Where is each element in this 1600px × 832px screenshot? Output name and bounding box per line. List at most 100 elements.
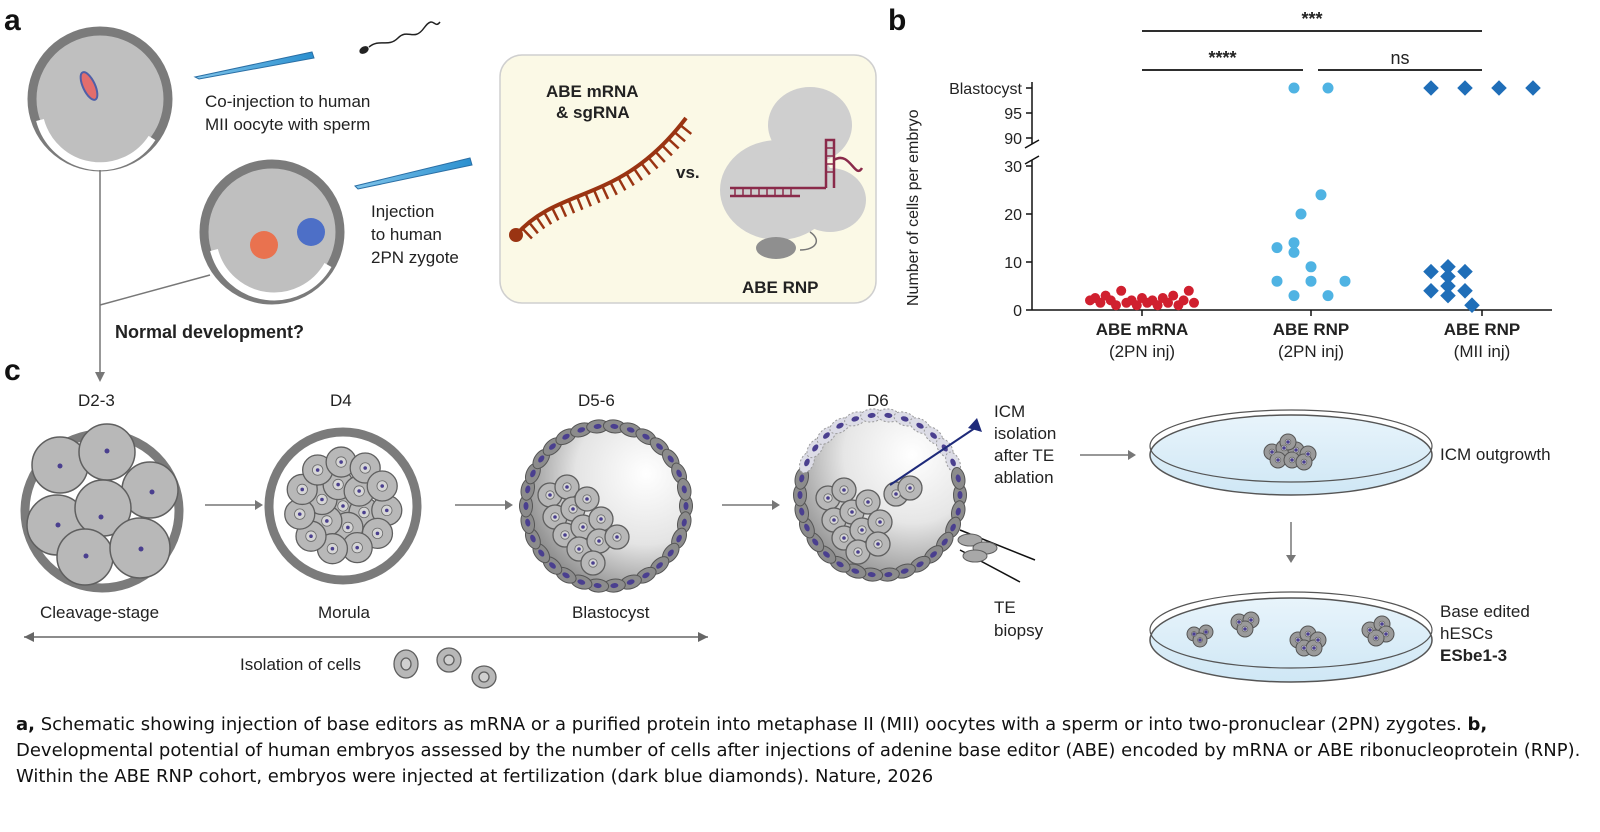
- stage-label-d6: D6: [867, 391, 889, 410]
- icm-arrow: [889, 427, 976, 486]
- figure-canvas: a Co-injection to human MII oocyte with …: [4, 4, 1552, 689]
- x-category-label: ABE mRNA: [1096, 320, 1189, 339]
- data-point: [1152, 300, 1163, 311]
- blastocyst-embryo: [519, 419, 693, 593]
- mrna-label-1: ABE mRNA: [546, 82, 639, 101]
- data-point: [1288, 290, 1300, 302]
- scatter-chart: 0 10 20 30 90 95 Blastocyst ABE mRNA (2PN inj) AB…: [949, 9, 1552, 361]
- panel-a: a Co-injection to human MII oocyte with …: [4, 4, 877, 382]
- significance-label: ***: [1301, 9, 1322, 29]
- icm-outgrowth-dish: [1149, 409, 1433, 496]
- x-category-sublabel: (MII inj): [1454, 342, 1511, 361]
- icm-isolation-1: ICM: [994, 402, 1025, 421]
- injection-pipette-2: [354, 157, 473, 190]
- data-point: [1163, 297, 1173, 308]
- stage-label-d5-6: D5-6: [578, 391, 615, 410]
- coinjection-line-2: MII oocyte with sperm: [205, 115, 370, 134]
- rnp-complex: [720, 87, 866, 259]
- x-category-label: ABE RNP: [1444, 320, 1521, 339]
- stage-label-d4: D4: [330, 391, 352, 410]
- data-point: [1315, 189, 1327, 201]
- y-tick-label: Blastocyst: [949, 81, 1022, 98]
- data-point: [1457, 263, 1473, 280]
- injection-line-3: 2PN zygote: [371, 248, 459, 267]
- normal-development-text: Normal development?: [115, 322, 304, 342]
- morula-embryo: [264, 427, 422, 585]
- te-biopsy-1: TE: [994, 598, 1016, 617]
- cleavage-stage-embryo: [20, 423, 184, 593]
- x-category-sublabel: (2PN inj): [1109, 342, 1175, 361]
- data-point: [1440, 278, 1456, 294]
- panel-a-label: a: [4, 4, 21, 37]
- base-edited-2: hESCs: [1440, 624, 1493, 643]
- data-point: [1491, 80, 1507, 96]
- data-point: [1095, 297, 1106, 308]
- icm-isolation-2: isolation: [994, 424, 1056, 443]
- panel-c-label: c: [4, 354, 21, 387]
- y-tick-label: 95: [1004, 106, 1022, 123]
- data-point: [1440, 287, 1456, 304]
- stage-name-cleavage: Cleavage-stage: [40, 603, 159, 622]
- axis-break-mark: [1024, 155, 1040, 165]
- y-tick-label: 90: [1004, 131, 1022, 148]
- data-point: [1305, 275, 1317, 287]
- data-point: [1423, 283, 1439, 299]
- data-point: [1189, 297, 1199, 308]
- data-point: [1168, 290, 1179, 301]
- arrow-head: [95, 372, 105, 382]
- mrna-label-2: & sgRNA: [556, 103, 630, 122]
- data-point: [1322, 82, 1334, 94]
- icm-isolation-4: ablation: [994, 468, 1054, 487]
- esbe-label: ESbe1-3: [1440, 646, 1507, 665]
- significance-label: ****: [1208, 48, 1236, 68]
- data-point: [1423, 263, 1439, 280]
- data-point: [1440, 268, 1456, 285]
- data-point: [1271, 275, 1283, 287]
- data-point: [1288, 246, 1300, 258]
- x-category-label: ABE RNP: [1273, 320, 1350, 339]
- caption-b-label: b,: [1467, 714, 1488, 735]
- mii-oocyte: [27, 26, 173, 172]
- mrna-strand: [509, 116, 693, 242]
- stage-label-d2-3: D2-3: [78, 391, 115, 410]
- data-point: [1464, 297, 1480, 313]
- icm-isolation-3: after TE: [994, 446, 1054, 465]
- stage-name-morula: Morula: [318, 603, 371, 622]
- data-point: [1440, 259, 1456, 275]
- data-point: [1322, 290, 1334, 302]
- injection-line-1: Injection: [371, 202, 434, 221]
- isolated-cells: [393, 647, 497, 689]
- coinjection-line-1: Co-injection to human: [205, 92, 370, 111]
- data-point: [1271, 242, 1283, 254]
- y-tick-label: 10: [1004, 255, 1022, 272]
- data-point: [1178, 295, 1189, 306]
- vs-text: vs.: [676, 163, 700, 182]
- data-point: [1295, 208, 1307, 220]
- biopsy-pipette: [957, 529, 1036, 583]
- caption-a-label: a,: [16, 714, 35, 735]
- data-point: [1457, 283, 1473, 299]
- data-point: [1423, 80, 1439, 96]
- panel-b-label: b: [888, 4, 906, 37]
- icm-outgrowth-label: ICM outgrowth: [1440, 445, 1551, 464]
- y-tick-label: 30: [1004, 159, 1022, 176]
- data-point: [1111, 300, 1121, 311]
- connector-diagonal: [99, 274, 211, 306]
- panel-b: b Number of cells per embryo 0 10 20 30 90 95…: [888, 4, 1552, 361]
- caption-b-text: Developmental potential of human embryos…: [16, 740, 1581, 787]
- data-point: [1525, 80, 1541, 96]
- y-tick-label: 20: [1004, 207, 1022, 224]
- significance-label: ns: [1390, 48, 1409, 68]
- stage-name-blastocyst: Blastocyst: [572, 603, 650, 622]
- rnp-label: ABE RNP: [742, 278, 819, 297]
- data-point: [1131, 300, 1142, 311]
- d6-blastocyst: [793, 408, 1036, 583]
- data-point: [1288, 82, 1300, 94]
- sperm-icon: [359, 21, 441, 54]
- data-point: [1116, 285, 1127, 296]
- x-category-sublabel: (2PN inj): [1278, 342, 1344, 361]
- y-axis-label: Number of cells per embryo: [905, 109, 922, 306]
- hesc-dish: [1149, 591, 1433, 683]
- data-point: [1288, 237, 1300, 249]
- injection-line-2: to human: [371, 225, 442, 244]
